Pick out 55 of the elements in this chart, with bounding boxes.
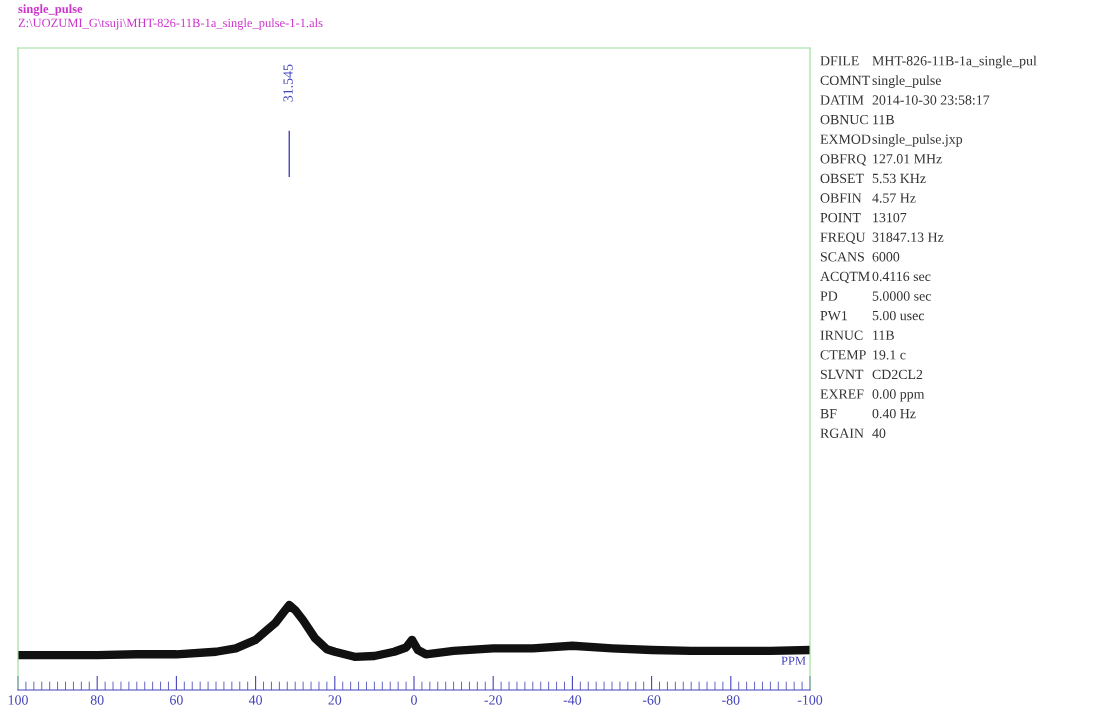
text: 6000: [872, 252, 900, 262]
text: 0.40 Hz: [872, 408, 916, 419]
text: CD2CL2: [872, 369, 923, 380]
x-tick-label: -20: [484, 695, 502, 705]
text: 127.01 MHz: [873, 154, 942, 164]
text: EXREF: [820, 389, 864, 399]
chart-title: single_pulse: [18, 4, 83, 16]
x-tick-label: -80: [722, 695, 740, 705]
text: OBFRQ: [820, 154, 867, 166]
text: COMNT: [820, 75, 870, 86]
text: MHT-826-11B-1a_single_pul: [872, 55, 1037, 69]
text: CTEMP: [820, 350, 866, 360]
text: 0.4116 sec: [872, 271, 931, 282]
x-tick-label: 40: [248, 695, 263, 705]
text: 11B: [873, 330, 894, 340]
text: 19.1 c: [873, 350, 906, 360]
text: 13107: [873, 212, 907, 223]
text: PD: [820, 291, 838, 301]
text: 31847.13 Hz: [872, 232, 944, 242]
text: IRNUC: [820, 330, 863, 340]
text: DATIM: [820, 95, 864, 105]
x-tick-label: 80: [90, 695, 104, 705]
x-tick-label: -100: [797, 695, 823, 705]
x-axis-title: PPM: [781, 656, 806, 665]
text: OBSET: [820, 173, 864, 184]
text: 5.53 KHz: [872, 173, 926, 184]
x-tick-label: -60: [642, 695, 661, 705]
text: SCANS: [820, 252, 864, 262]
x-tick-label: 20: [328, 695, 342, 705]
x-tick-label: 60: [170, 695, 183, 705]
text: ACQTM: [820, 271, 870, 284]
text: single_pulse: [872, 75, 941, 88]
text: PW1: [820, 310, 847, 321]
text: DFILE: [820, 56, 859, 66]
text: 5.00 usec: [872, 310, 925, 321]
text: RGAIN: [820, 428, 864, 438]
text: OBFIN: [820, 193, 862, 203]
text: 11B: [873, 114, 894, 125]
text: BF: [820, 409, 837, 419]
text: 40: [872, 428, 886, 438]
text: 0.00 ppm: [872, 389, 925, 402]
text: FREQU: [820, 232, 866, 244]
x-tick-label: -40: [563, 695, 582, 705]
text: EXMOD: [820, 134, 871, 144]
x-tick-label: 0: [411, 695, 417, 705]
text: 5.0000 sec: [872, 291, 931, 301]
text: OBNUC: [820, 114, 868, 125]
chart-subtitle: Z:\UOZUMI_G\tsuji\MHT-826-11B-1a_single_pulse-1-1.als: [18, 18, 323, 30]
text: SLVNT: [820, 369, 864, 380]
text: POINT: [820, 212, 861, 223]
text: 2014-10-30 23:58:17: [872, 95, 990, 105]
text: single_pulse.jxp: [872, 134, 963, 147]
text: 4.57 Hz: [872, 193, 916, 203]
x-tick-label: 100: [8, 695, 28, 705]
text: 31.545: [283, 64, 293, 102]
